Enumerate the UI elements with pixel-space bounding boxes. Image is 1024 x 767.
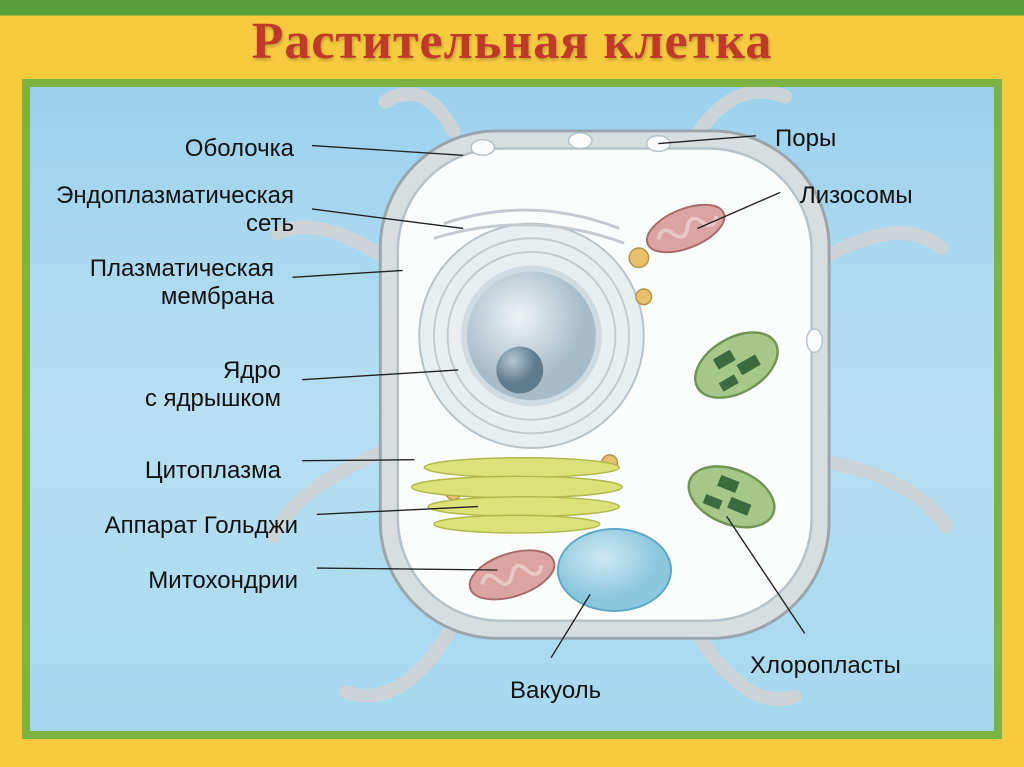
nucleus <box>419 224 643 448</box>
label-mito: Митохондрии <box>148 567 298 595</box>
label-cito: Цитоплазма <box>145 457 281 485</box>
vacuole <box>558 529 671 611</box>
label-pory: Поры <box>775 125 836 153</box>
label-yadro: Ядро с ядрышком <box>145 357 281 412</box>
label-vacuole: Вакуоль <box>510 677 601 705</box>
cell-diagram: Поры Лизосомы Оболочка Эндоплазматическа… <box>22 79 1002 739</box>
label-chloro: Хлоропласты <box>750 652 901 680</box>
page-title: Растительная клетка <box>12 12 1012 71</box>
label-lizosomy: Лизосомы <box>800 182 913 210</box>
label-membrana: Плазматическая мембрана <box>90 255 274 310</box>
label-eps: Эндоплазматическая сеть <box>56 182 294 237</box>
label-obolochka: Оболочка <box>185 135 294 163</box>
label-golgi: Аппарат Гольджи <box>105 512 298 540</box>
golgi-apparatus <box>411 458 622 533</box>
